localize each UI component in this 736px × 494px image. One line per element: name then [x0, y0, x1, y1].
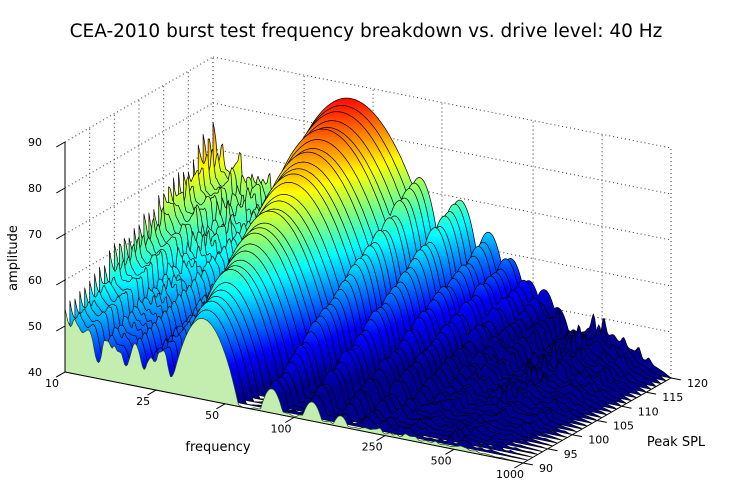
frequency-axis-label: frequency	[185, 440, 251, 455]
tick-mark	[670, 377, 681, 381]
frequency-tick-label: 50	[205, 409, 219, 422]
waterfall-surface	[64, 97, 672, 464]
peak-spl-tick-label: 110	[638, 405, 659, 418]
tick-mark	[514, 462, 524, 469]
tick-mark	[56, 141, 66, 148]
peak-spl-tick-label: 100	[588, 434, 609, 447]
frequency-tick-label: 1000	[496, 468, 524, 481]
tick-mark	[646, 391, 657, 395]
tick-mark	[547, 448, 558, 452]
chart-title: CEA-2010 burst test frequency breakdown …	[70, 21, 663, 42]
frequency-tick-label: 10	[45, 377, 59, 390]
amplitude-axis-label: amplitude	[6, 225, 21, 291]
grid-line	[64, 56, 214, 143]
tick-mark	[572, 434, 583, 438]
amplitude-tick-label: 90	[28, 136, 42, 149]
tick-mark	[376, 435, 386, 442]
frequency-tick-label: 500	[431, 454, 452, 467]
tick-mark	[596, 420, 607, 423]
grid-line	[64, 102, 214, 189]
peak-spl-tick-label: 115	[662, 391, 683, 404]
frequency-tick-label: 250	[362, 441, 383, 454]
peak-spl-tick-label: 95	[564, 448, 578, 461]
amplitude-tick-label: 70	[28, 228, 42, 241]
frequency-tick-label: 25	[136, 395, 150, 408]
tick-labels: 40 50 60 70 80 90 10 25 50 100 250 500 1000 90 95 100 10…	[28, 136, 708, 481]
grid-line	[64, 194, 214, 281]
peak-spl-tick-label: 90	[539, 462, 553, 475]
peak-spl-tick-label: 120	[687, 377, 708, 390]
tick-marks	[56, 141, 681, 469]
peak-spl-tick-label: 105	[613, 420, 634, 433]
tick-mark	[285, 417, 295, 423]
peak-spl-axis-label: Peak SPL	[647, 435, 706, 450]
tick-mark	[56, 233, 66, 240]
waterfall-slice	[64, 308, 524, 464]
amplitude-tick-label: 50	[28, 320, 42, 333]
tick-mark	[216, 403, 226, 410]
tick-mark	[147, 389, 157, 396]
frequency-tick-label: 100	[271, 423, 292, 436]
amplitude-tick-label: 40	[28, 366, 42, 379]
amplitude-tick-label: 80	[28, 182, 42, 195]
amplitude-tick-label: 60	[28, 274, 42, 287]
tick-mark	[522, 462, 533, 466]
tick-mark	[621, 405, 632, 409]
tick-mark	[56, 279, 66, 286]
grid-line	[64, 148, 214, 235]
tick-mark	[445, 448, 455, 455]
tick-mark	[56, 187, 66, 194]
tick-mark	[56, 371, 66, 378]
tick-mark	[56, 325, 66, 332]
